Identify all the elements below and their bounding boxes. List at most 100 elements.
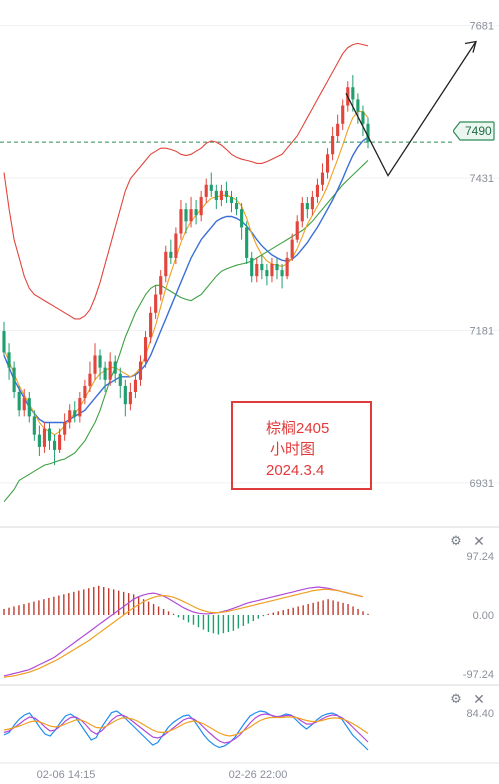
candle-body [58, 434, 62, 450]
gear-icon[interactable]: ⚙ [450, 533, 462, 548]
y-tick-label: 97.24 [466, 551, 494, 563]
candle-body [265, 270, 269, 277]
candle-body [179, 209, 183, 234]
candle-body [47, 428, 52, 441]
candle-body [315, 184, 320, 197]
candle-body [366, 123, 370, 143]
candle-body [174, 233, 178, 258]
close-icon[interactable]: ✕ [473, 691, 485, 707]
candle-body [229, 196, 234, 204]
candle [12, 361, 16, 399]
candle-body [12, 367, 16, 392]
candle-body [341, 105, 345, 124]
candle [315, 178, 320, 204]
candle [194, 200, 198, 225]
candle [73, 401, 77, 423]
indicator1-line-a [3, 586, 364, 677]
candle-body [52, 440, 57, 450]
candle [88, 361, 92, 392]
candle-body [138, 361, 143, 380]
candle [32, 410, 36, 441]
candle [250, 251, 254, 283]
candle-body [260, 264, 264, 271]
candle-body [159, 276, 163, 295]
candle [356, 93, 360, 124]
candle [68, 404, 72, 429]
indicator1-line-b [3, 588, 364, 678]
y-tick-label: 7681 [470, 21, 494, 33]
candle [255, 257, 259, 283]
candle-body [290, 239, 294, 258]
candle-body [280, 270, 284, 277]
candle-body [331, 136, 335, 155]
candle [83, 379, 87, 405]
close-icon[interactable]: ✕ [473, 533, 485, 549]
candle [310, 190, 314, 216]
candle-body [143, 337, 148, 362]
candle [336, 114, 340, 143]
candle [320, 163, 325, 191]
candle-body [22, 398, 26, 411]
candle-body [123, 385, 127, 405]
band-lower-line [3, 160, 369, 503]
candle-body [250, 257, 254, 277]
candle [93, 343, 97, 380]
candle-body [93, 355, 97, 374]
indicator2-line-c [3, 716, 369, 737]
candle [78, 392, 82, 423]
candle [133, 373, 138, 399]
y-tick-label: 84.40 [466, 708, 494, 720]
candle [169, 239, 173, 264]
candle-body [133, 379, 138, 392]
candle [159, 270, 163, 301]
forecast-arrow-head [464, 40, 477, 53]
candle [37, 425, 41, 456]
candle-body [118, 373, 122, 386]
candle-body [214, 190, 218, 200]
candle [300, 196, 304, 228]
annotation-box: 棕榈2405 小时图 2024.3.4 [231, 401, 372, 490]
forecast-arrow-line [345, 41, 477, 177]
candle [108, 352, 112, 386]
candle-body [113, 361, 117, 374]
candle-body [68, 410, 72, 423]
gear-icon[interactable]: ⚙ [450, 691, 462, 706]
candle-body [320, 172, 325, 185]
candle-body [285, 257, 289, 277]
candle [113, 355, 117, 383]
candle-body [224, 190, 229, 197]
candle [204, 178, 208, 204]
x-tick-label: 02-26 22:00 [229, 769, 288, 781]
current-price-label: 7490 [465, 124, 492, 138]
candle [305, 196, 309, 219]
candle [52, 434, 57, 466]
candle-body [325, 154, 330, 173]
candle [270, 257, 274, 283]
candle-body [103, 367, 107, 380]
candle [154, 285, 158, 319]
y-tick-label: 7431 [470, 173, 494, 185]
candle [260, 254, 264, 280]
candle [229, 190, 234, 213]
candle [240, 203, 244, 240]
candle-body [63, 422, 67, 435]
candle-body [88, 373, 92, 386]
candle [265, 264, 269, 286]
candle [58, 428, 62, 453]
current-price-tag: 7490 [453, 121, 495, 141]
candle-body [219, 190, 223, 200]
candle-body [169, 251, 173, 258]
candle [184, 203, 188, 234]
candle-body [295, 221, 299, 240]
candle [22, 388, 26, 417]
candle [290, 233, 294, 261]
candle [234, 196, 239, 216]
candle-body [128, 392, 132, 405]
price-tag-shape [453, 121, 495, 141]
candle [103, 361, 107, 392]
candle-body [17, 392, 21, 411]
candle-body [351, 87, 355, 100]
annotation-symbol: 棕榈2405 [266, 420, 330, 437]
candle [27, 392, 31, 423]
